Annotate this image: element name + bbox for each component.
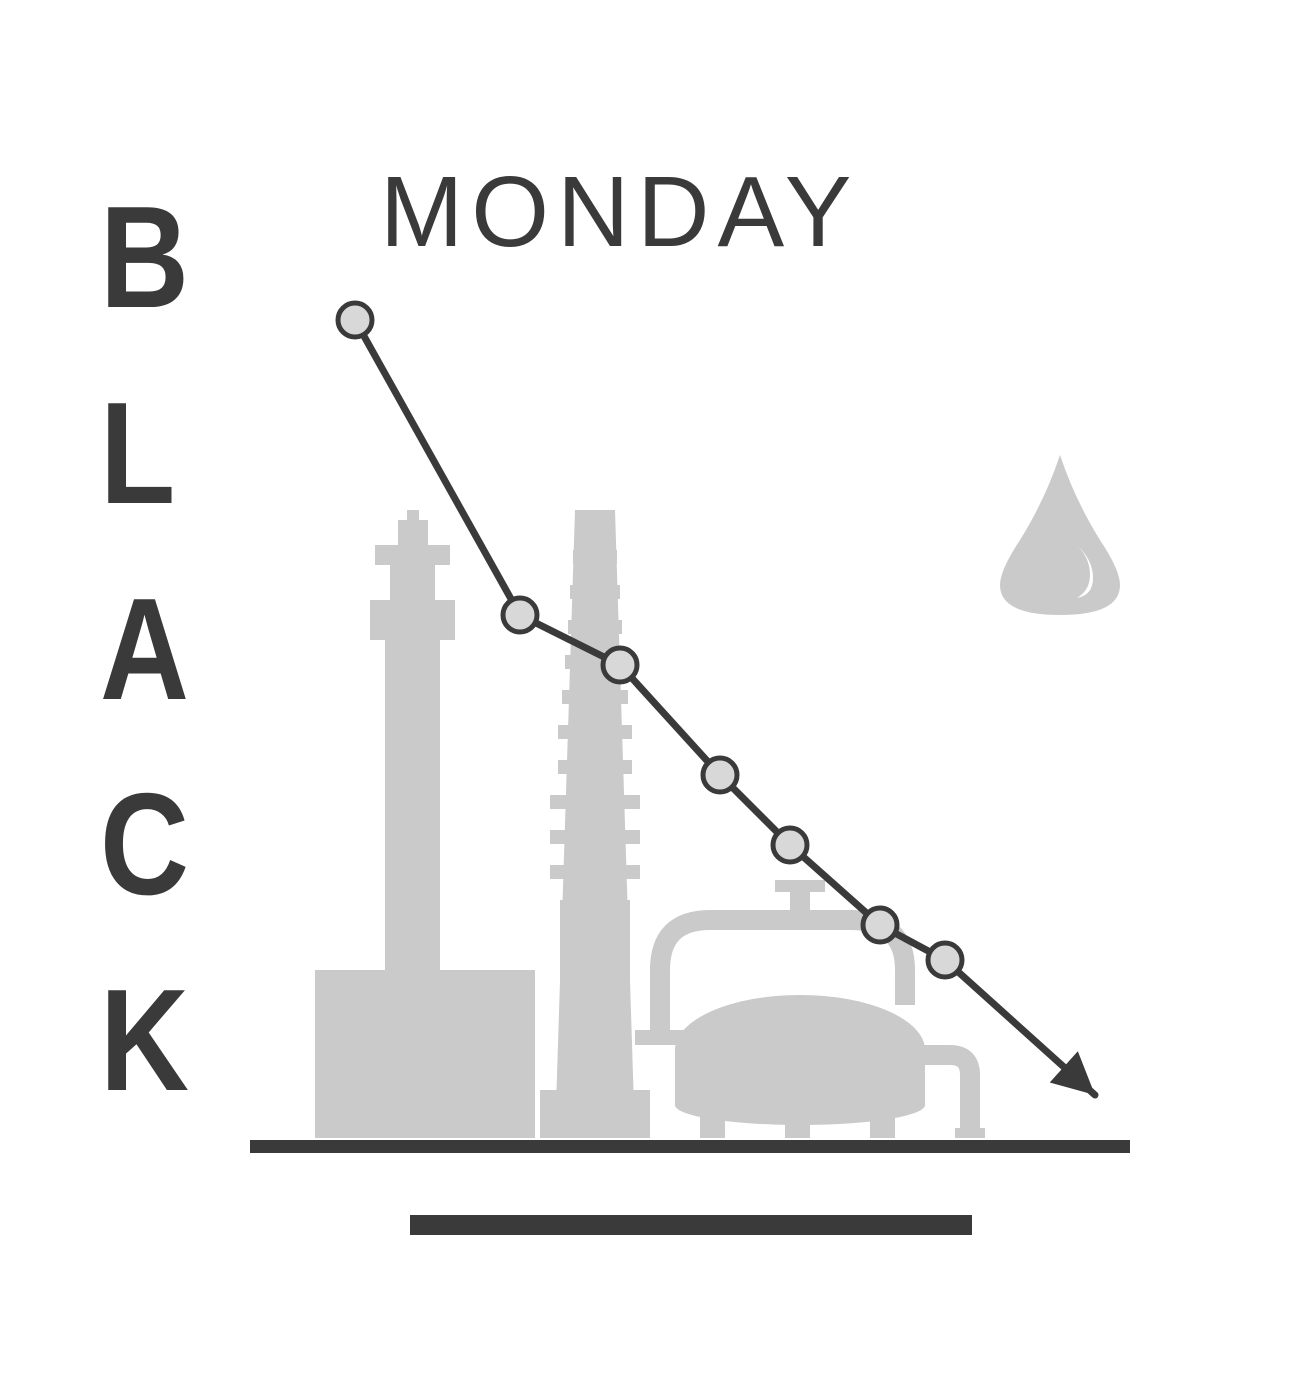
declining-chart xyxy=(0,0,1300,1390)
ground-line-primary xyxy=(250,1140,1130,1153)
ground-line-secondary xyxy=(410,1215,972,1235)
infographic-canvas: B L A C K MONDAY xyxy=(0,0,1300,1390)
